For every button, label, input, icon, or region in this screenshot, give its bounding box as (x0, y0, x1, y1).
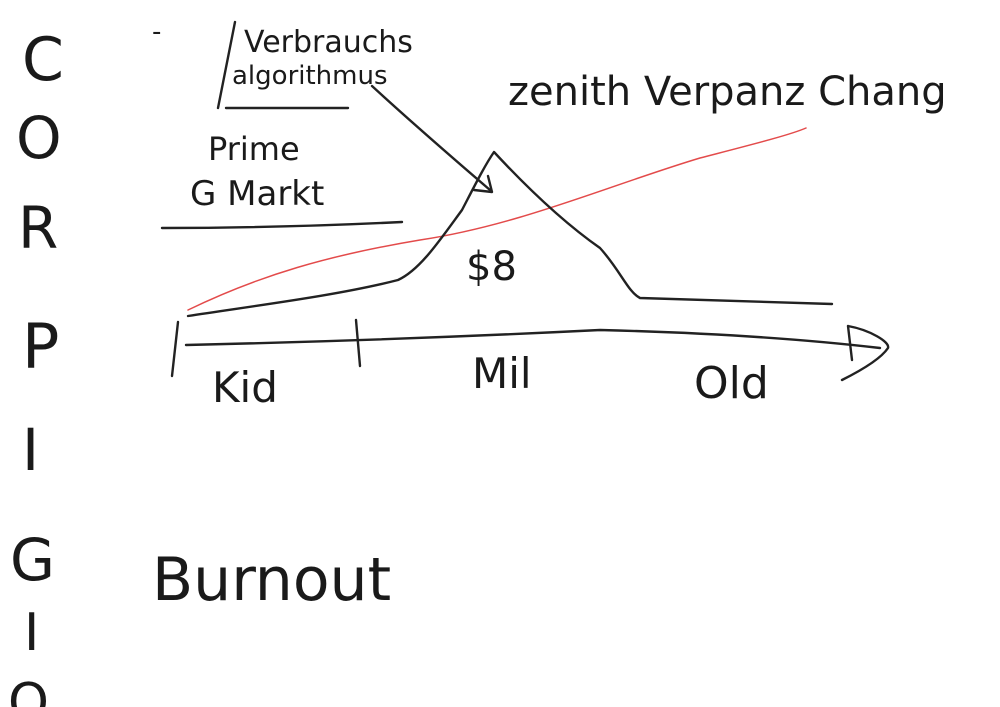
box-label-line2: algorithmus (232, 61, 388, 91)
pointer-arrow-head (472, 174, 494, 194)
market-label: G Markt (190, 174, 324, 214)
red-rising-curve (187, 127, 807, 311)
side-letter: G (10, 526, 55, 594)
axis-label: Mil (472, 349, 532, 398)
axis-label: Old (694, 358, 769, 409)
peak-label: zenith Verpanz Chang (508, 69, 947, 115)
box-label-line1: Verbrauchs (244, 25, 413, 60)
prime-label: Prime (208, 130, 300, 168)
side-letter: O (8, 673, 49, 707)
side-letter: O (16, 104, 62, 172)
axis-label: Kid (212, 363, 278, 412)
side-letter: I (22, 416, 39, 484)
pointer-arrow-line (370, 84, 492, 192)
life-curve (186, 150, 834, 318)
peak-value: $8 (466, 244, 517, 290)
side-letter: P (22, 310, 59, 383)
side-letter: I (24, 603, 39, 663)
market-underline (160, 220, 404, 230)
axis-arrow-head (840, 324, 890, 382)
dash-mark: - (152, 17, 161, 47)
axis-mid-tick (354, 318, 362, 368)
box-left-stroke (216, 20, 237, 110)
side-letter: C (22, 25, 64, 95)
burnout-label: Burnout (152, 545, 391, 615)
axis-start-tick (170, 320, 180, 378)
vertical-word: C O R P I G I O (8, 25, 64, 707)
side-letter: R (18, 194, 58, 262)
time-axis (184, 328, 882, 350)
